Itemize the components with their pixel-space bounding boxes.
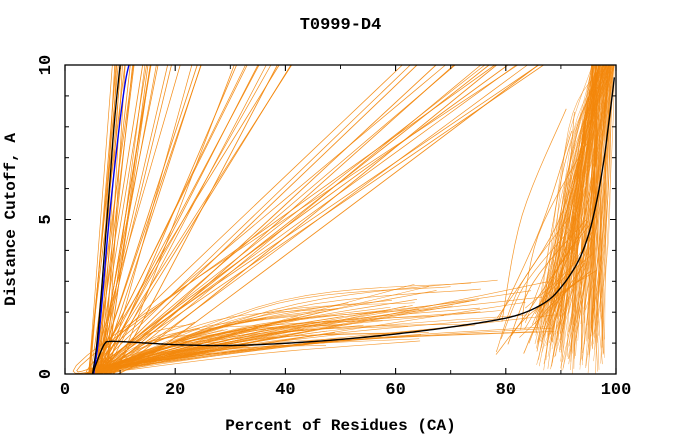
svg-text:Distance Cutoff, A: Distance Cutoff, A (2, 133, 20, 306)
svg-text:0: 0 (37, 369, 56, 379)
svg-text:80: 80 (496, 381, 516, 400)
svg-text:5: 5 (37, 214, 56, 224)
svg-text:60: 60 (385, 381, 405, 400)
svg-text:20: 20 (165, 381, 185, 400)
svg-text:Percent of Residues (CA): Percent of Residues (CA) (225, 417, 455, 435)
svg-text:0: 0 (60, 381, 70, 400)
svg-text:T0999-D4: T0999-D4 (300, 16, 382, 35)
svg-text:40: 40 (275, 381, 295, 400)
svg-text:10: 10 (37, 55, 56, 75)
svg-text:100: 100 (601, 381, 632, 400)
